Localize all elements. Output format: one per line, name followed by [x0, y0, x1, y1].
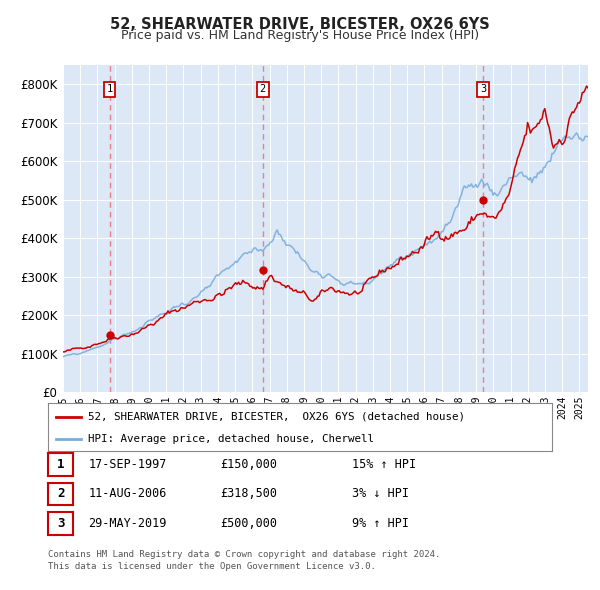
Text: 2: 2: [260, 84, 266, 94]
Text: 3: 3: [57, 517, 64, 530]
Text: 29-MAY-2019: 29-MAY-2019: [88, 517, 167, 530]
Text: £318,500: £318,500: [220, 487, 277, 500]
Text: 17-SEP-1997: 17-SEP-1997: [88, 458, 167, 471]
Text: 3: 3: [480, 84, 486, 94]
Text: 2: 2: [57, 487, 64, 500]
Text: £150,000: £150,000: [220, 458, 277, 471]
Text: 1: 1: [107, 84, 113, 94]
Text: 1: 1: [57, 458, 64, 471]
Text: Price paid vs. HM Land Registry's House Price Index (HPI): Price paid vs. HM Land Registry's House …: [121, 30, 479, 42]
Text: 52, SHEARWATER DRIVE, BICESTER,  OX26 6YS (detached house): 52, SHEARWATER DRIVE, BICESTER, OX26 6YS…: [88, 411, 466, 421]
Text: 15% ↑ HPI: 15% ↑ HPI: [352, 458, 416, 471]
Text: 52, SHEARWATER DRIVE, BICESTER, OX26 6YS: 52, SHEARWATER DRIVE, BICESTER, OX26 6YS: [110, 17, 490, 31]
Text: Contains HM Land Registry data © Crown copyright and database right 2024.: Contains HM Land Registry data © Crown c…: [48, 550, 440, 559]
Text: 3% ↓ HPI: 3% ↓ HPI: [352, 487, 409, 500]
Text: £500,000: £500,000: [220, 517, 277, 530]
Text: 11-AUG-2006: 11-AUG-2006: [88, 487, 167, 500]
Text: This data is licensed under the Open Government Licence v3.0.: This data is licensed under the Open Gov…: [48, 562, 376, 571]
Text: HPI: Average price, detached house, Cherwell: HPI: Average price, detached house, Cher…: [88, 434, 374, 444]
Text: 9% ↑ HPI: 9% ↑ HPI: [352, 517, 409, 530]
